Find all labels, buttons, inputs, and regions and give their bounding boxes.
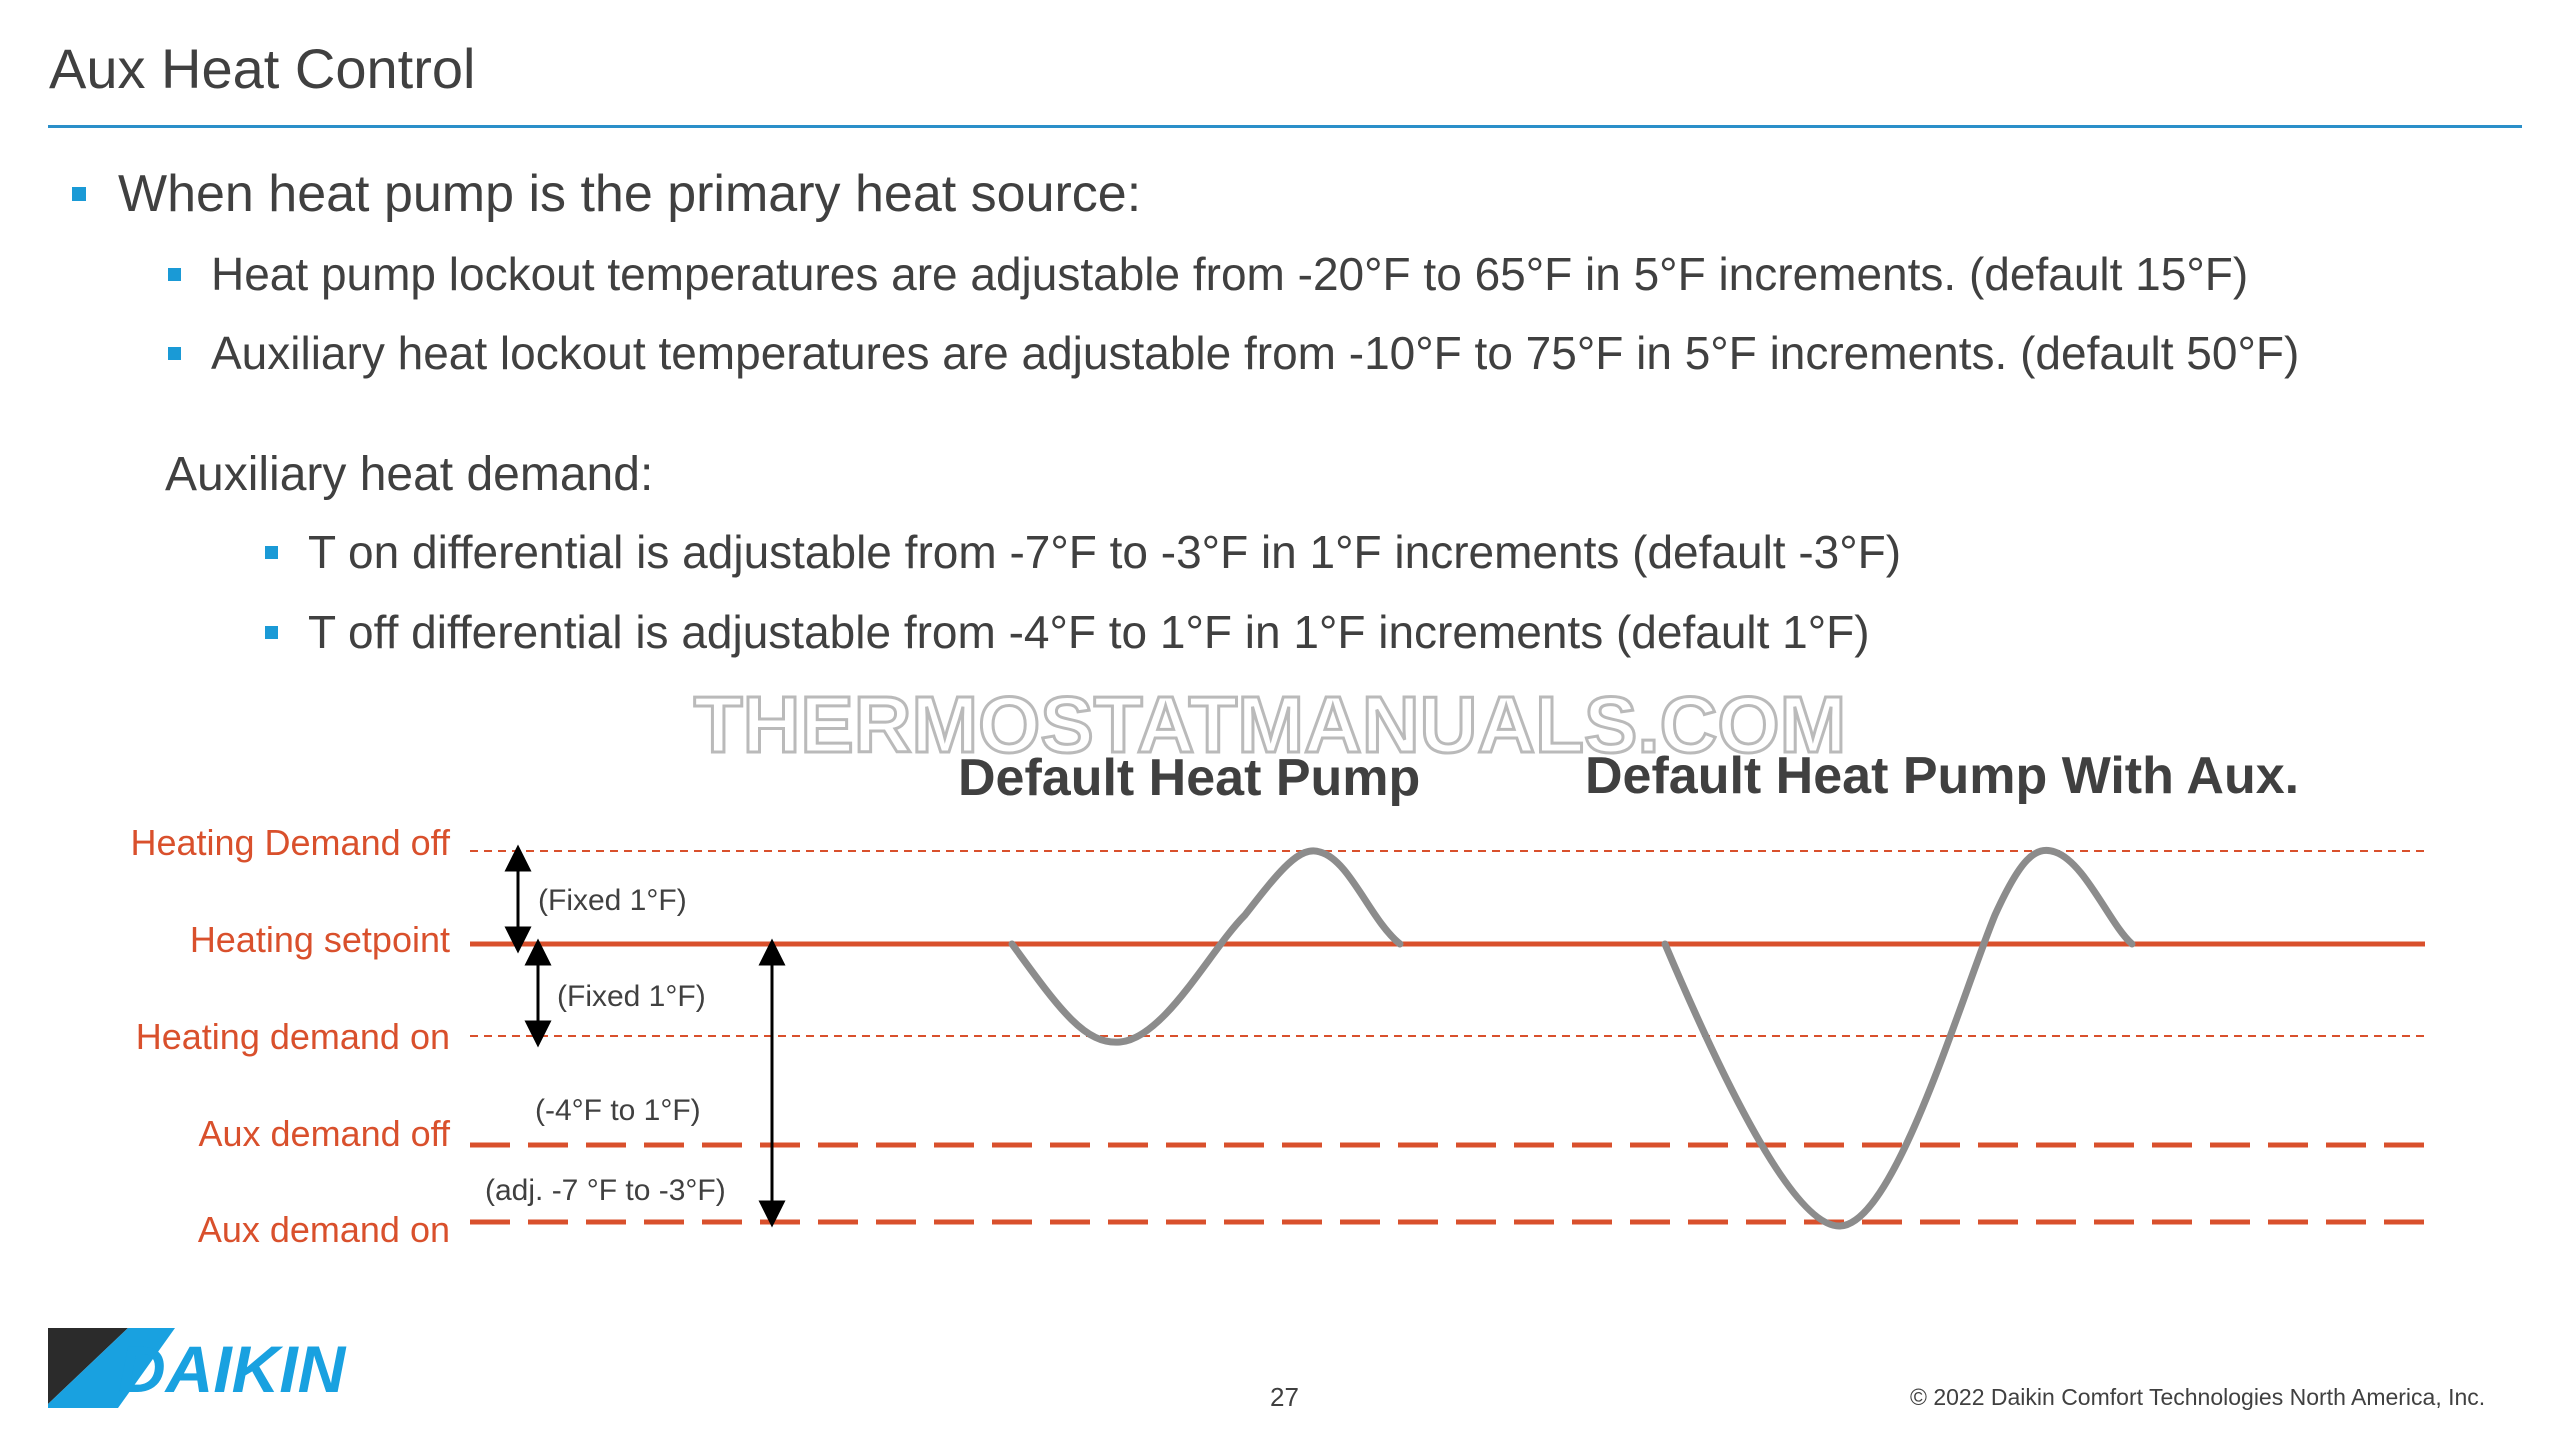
bullet-hp-lockout: Heat pump lockout temperatures are adjus… [168, 247, 2248, 301]
copyright-text: © 2022 Daikin Comfort Technologies North… [1910, 1384, 2486, 1410]
bullet-t-off: T off differential is adjustable from -4… [265, 605, 1870, 659]
heading-heat-pump-aux: Default Heat Pump With Aux. [1585, 747, 2299, 805]
bullet-square-icon [72, 187, 86, 201]
label-aux-demand-off: Aux demand off [198, 1113, 451, 1154]
aux-demand-heading: Auxiliary heat demand: [165, 448, 654, 501]
annotation-aux-on-range: (adj. -7 °F to -3°F) [485, 1174, 726, 1207]
bullet-aux-lockout: Auxiliary heat lockout temperatures are … [168, 326, 2299, 380]
bullet-hp-lockout-text: Heat pump lockout temperatures are adjus… [211, 248, 2249, 300]
bullet-main: When heat pump is the primary heat sourc… [72, 164, 1141, 224]
annotation-fixed-lower: (Fixed 1°F) [557, 980, 706, 1013]
wave-default-heat-pump [1008, 847, 1404, 1046]
logo-wordmark: DAIKIN [118, 1332, 347, 1406]
watermark-text: THERMOSTATMANUALS.COM [694, 680, 1846, 769]
heading-heat-pump: Default Heat Pump [958, 749, 1420, 807]
label-heating-setpoint: Heating setpoint [190, 919, 450, 960]
label-heating-demand-on: Heating demand on [136, 1016, 450, 1057]
page-number: 27 [1270, 1382, 1299, 1412]
bullet-aux-lockout-text: Auxiliary heat lockout temperatures are … [211, 327, 2300, 379]
bullet-t-on: T on differential is adjustable from -7°… [265, 525, 1901, 579]
bullet-t-on-text: T on differential is adjustable from -7°… [308, 526, 1902, 578]
label-aux-demand-on: Aux demand on [198, 1209, 450, 1250]
title-divider [48, 125, 2522, 128]
annotation-aux-off-range: (-4°F to 1°F) [535, 1094, 701, 1127]
bullet-square-icon [168, 267, 181, 281]
bullet-main-text: When heat pump is the primary heat sourc… [118, 165, 1142, 223]
page-title: Aux Heat Control [49, 37, 476, 100]
bullet-square-icon [265, 545, 278, 559]
annotation-fixed-upper: (Fixed 1°F) [538, 884, 687, 917]
bullet-t-off-text: T off differential is adjustable from -4… [308, 606, 1870, 658]
wave-default-heat-pump-aux [1661, 846, 2136, 1230]
bullet-square-icon [265, 625, 278, 639]
bullet-square-icon [168, 346, 181, 360]
label-heating-demand-off: Heating Demand off [130, 822, 451, 863]
daikin-logo: DAIKIN [48, 1328, 347, 1408]
logo-mark-blue [48, 1328, 175, 1408]
